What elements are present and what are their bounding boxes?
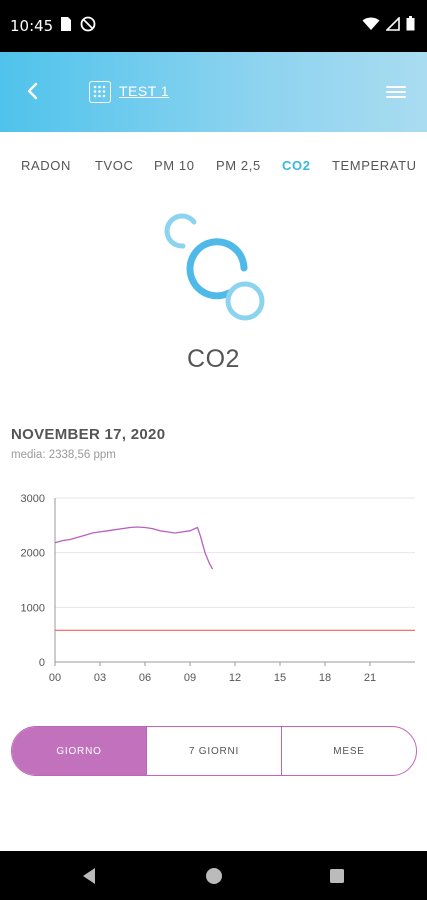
system-nav-bar [0, 851, 427, 900]
status-left-icons [58, 16, 96, 32]
do-not-disturb-icon [80, 16, 96, 32]
grid-device-icon [89, 81, 111, 103]
status-right-icons [362, 16, 415, 31]
x-tick-label: 03 [94, 672, 106, 684]
device-name-link[interactable]: TEST 1 [119, 83, 170, 99]
tab-tvoc[interactable]: TVOC [95, 158, 134, 173]
tab-pm25[interactable]: PM 2,5 [216, 158, 261, 173]
y-tick-label: 0 [39, 657, 45, 669]
recents-square-icon[interactable] [329, 868, 345, 884]
signal-icon [386, 16, 400, 31]
tab-co2[interactable]: CO2 [282, 158, 311, 173]
back-chevron-icon[interactable] [20, 78, 46, 104]
x-tick-label: 18 [319, 672, 331, 684]
back-triangle-icon[interactable] [81, 867, 97, 885]
x-tick-label: 06 [139, 672, 151, 684]
y-tick-label: 3000 [21, 493, 45, 505]
x-tick-label: 21 [364, 672, 376, 684]
sensor-tabs: RADON TVOC PM 10 PM 2,5 CO2 TEMPERATU [0, 150, 427, 184]
status-bar: 10:45 [0, 0, 427, 52]
co2-bubbles-icon [164, 213, 265, 321]
x-tick-label: 12 [229, 672, 241, 684]
co2-line-chart: 0 1000 2000 3000 00 03 06 09 12 15 18 21 [21, 493, 415, 684]
sensor-title: CO2 [187, 345, 240, 373]
status-time: 10:45 [10, 17, 54, 35]
tab-temperature[interactable]: TEMPERATU [332, 158, 417, 173]
y-tick-label: 1000 [21, 602, 45, 614]
home-circle-icon[interactable] [205, 867, 223, 885]
range-toggle: GIORNO 7 GIORNI MESE [11, 726, 417, 776]
hamburger-menu-icon[interactable] [385, 84, 407, 100]
battery-icon [406, 16, 415, 31]
sd-card-icon [61, 17, 71, 31]
reading-date: NOVEMBER 17, 2020 [11, 426, 166, 443]
range-month-button[interactable]: MESE [281, 727, 416, 775]
tab-radon[interactable]: RADON [21, 158, 71, 173]
y-tick-label: 2000 [21, 548, 45, 560]
tab-pm10[interactable]: PM 10 [154, 158, 195, 173]
x-tick-label: 09 [184, 672, 196, 684]
app-header: TEST 1 [0, 52, 427, 132]
wifi-icon [362, 17, 380, 30]
range-7days-button[interactable]: 7 GIORNI [146, 727, 281, 775]
range-day-button[interactable]: GIORNO [12, 727, 146, 775]
x-tick-label: 15 [274, 672, 286, 684]
x-tick-label: 00 [49, 672, 61, 684]
reading-average: media: 2338,56 ppm [11, 449, 116, 461]
co2-series-line [54, 526, 214, 570]
